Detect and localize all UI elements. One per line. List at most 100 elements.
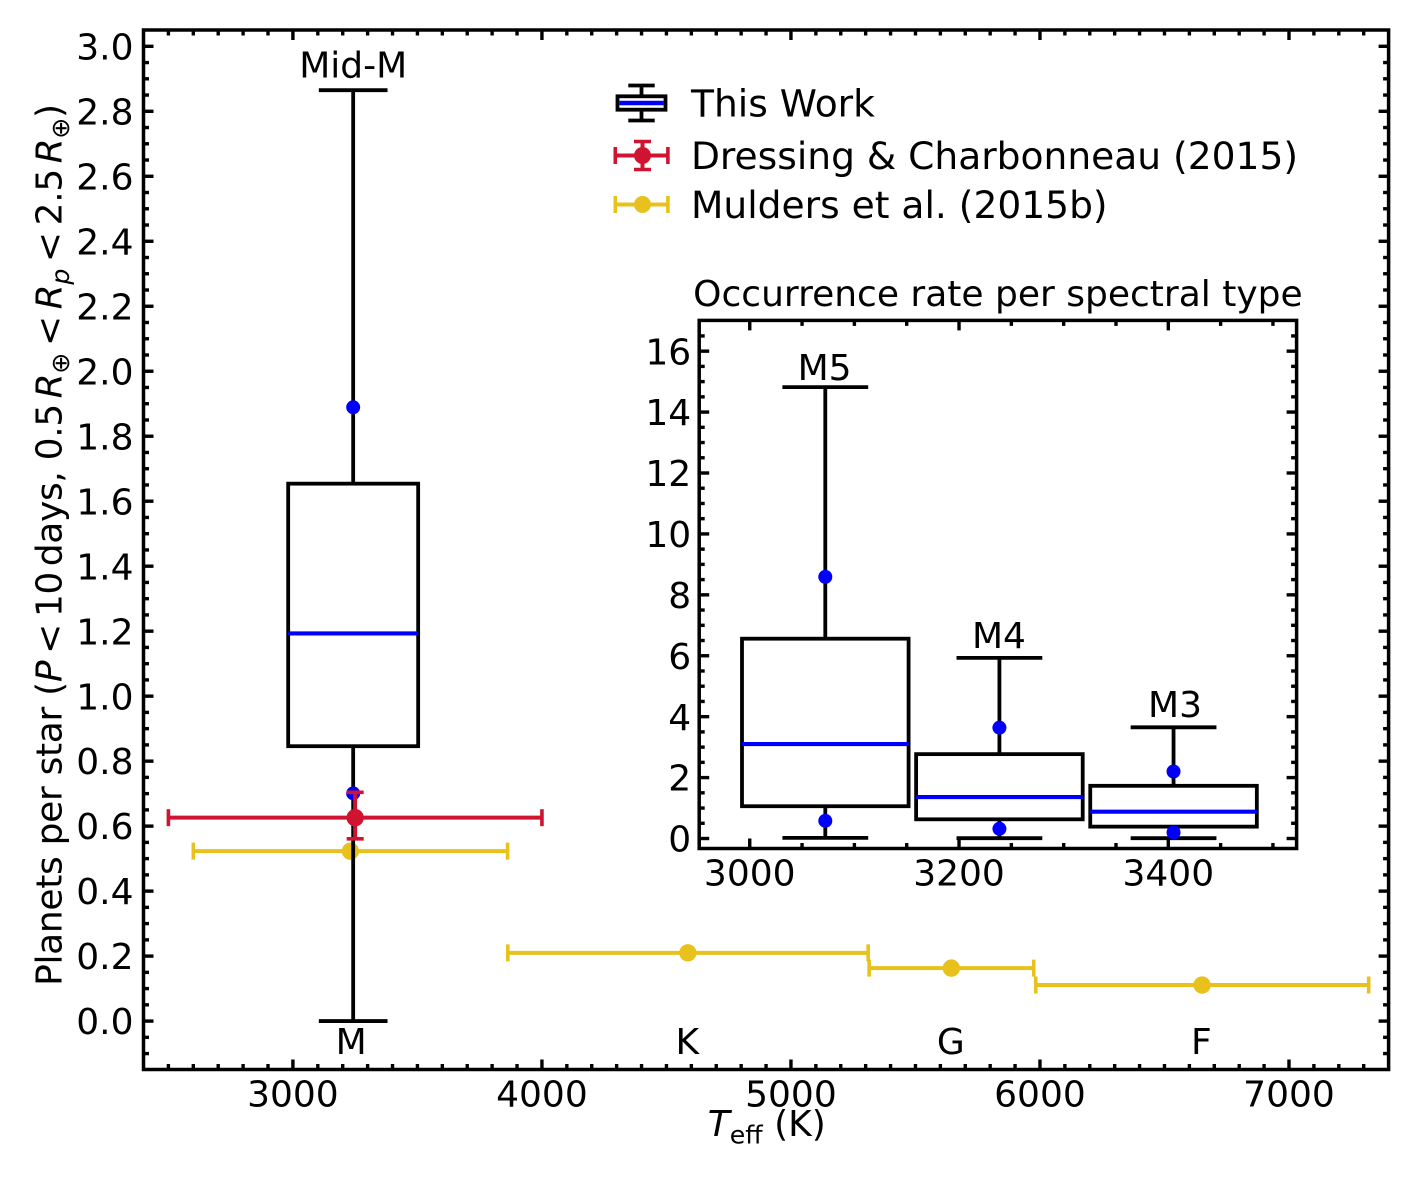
y-tick-label: 0.0 bbox=[76, 1002, 133, 1043]
x-tick-label: 3000 bbox=[247, 1075, 339, 1116]
label-part: ⊕ bbox=[46, 353, 75, 374]
y-tick-label: 6 bbox=[668, 637, 691, 678]
label-part: < bbox=[30, 309, 71, 353]
legend-point bbox=[634, 196, 651, 213]
label-part: p bbox=[46, 269, 75, 286]
label-part: eff bbox=[730, 1121, 763, 1150]
data-point bbox=[346, 400, 361, 415]
data-point bbox=[818, 569, 833, 584]
x-axis-label: Teff (K) bbox=[708, 1104, 826, 1150]
y-tick-label: 1.8 bbox=[76, 417, 133, 458]
ticks bbox=[143, 30, 1389, 1070]
box-rect bbox=[1088, 783, 1259, 829]
errorbar-series bbox=[166, 790, 544, 841]
errorbar-point bbox=[942, 959, 961, 977]
label-part: < 10 days, 0.5 bbox=[30, 398, 71, 661]
inset-title: Occurrence rate per spectral type bbox=[693, 274, 1302, 315]
y-tick-label: 0.2 bbox=[76, 937, 133, 978]
legend-item-this-work: This Work bbox=[615, 82, 875, 126]
main-data: Mid-M M K G F bbox=[166, 45, 1371, 1063]
y-tick-label: 10 bbox=[645, 515, 691, 556]
data-point bbox=[1166, 764, 1181, 779]
box-m5 bbox=[740, 385, 911, 840]
box-rect bbox=[914, 752, 1085, 822]
y-tick-label: 1.0 bbox=[76, 677, 133, 718]
box-label: M5 bbox=[798, 348, 852, 389]
x-tick-label: 3400 bbox=[1122, 854, 1214, 895]
label-part: R bbox=[30, 373, 71, 398]
label-part: < 2.5 bbox=[30, 163, 71, 269]
x-tick-label: 7000 bbox=[1243, 1075, 1335, 1116]
tick-labels: 3000 4000 5000 6000 7000 0.0 0.2 0.4 0.6 0.8 1.0 1.… bbox=[76, 27, 1335, 1115]
label-part: ) bbox=[30, 104, 71, 118]
box-mid-m bbox=[286, 88, 421, 1023]
label-part: R bbox=[30, 284, 71, 309]
box-m3 bbox=[1088, 725, 1259, 841]
spectral-type-label: F bbox=[1191, 1022, 1212, 1063]
label-part: (K) bbox=[763, 1104, 826, 1145]
data-point bbox=[818, 813, 833, 828]
y-tick-label: 14 bbox=[645, 393, 691, 434]
y-tick-label: 1.2 bbox=[76, 612, 133, 653]
y-tick-label: 8 bbox=[668, 576, 691, 617]
spectral-type-label: K bbox=[676, 1022, 701, 1063]
x-tick-label: 4000 bbox=[496, 1075, 588, 1116]
y-tick-label: 0.4 bbox=[76, 872, 133, 913]
errorbar-point bbox=[1193, 976, 1211, 994]
y-tick-label: 0.6 bbox=[76, 807, 133, 848]
y-tick-label: 4 bbox=[668, 698, 691, 739]
y-tick-label: 3.0 bbox=[76, 27, 133, 68]
y-tick-label: 0 bbox=[668, 820, 691, 861]
main-axes: 3000 4000 5000 6000 7000 0.0 0.2 0.4 0.6 0.8 1.0 1.… bbox=[30, 27, 1391, 1150]
legend-label: Mulders et al. (2015b) bbox=[691, 183, 1108, 227]
label-part: Planets per star ( bbox=[30, 682, 71, 986]
x-tick-label: 5000 bbox=[745, 1075, 837, 1116]
data-point bbox=[1166, 825, 1181, 840]
y-tick-label: 2 bbox=[668, 759, 691, 800]
x-tick-label: 3200 bbox=[913, 854, 1005, 895]
inset-data: M5 M4 M3 bbox=[740, 348, 1259, 841]
ticks bbox=[699, 320, 1297, 849]
axes-spines bbox=[697, 318, 1299, 851]
label-part: R bbox=[30, 138, 71, 163]
label-part: ⊕ bbox=[46, 118, 75, 139]
y-tick-label: 0.8 bbox=[76, 742, 133, 783]
legend-label: This Work bbox=[690, 82, 875, 126]
spectral-type-label: M bbox=[336, 1022, 367, 1063]
spectral-type-label: G bbox=[937, 1022, 965, 1063]
box-label: M4 bbox=[972, 616, 1026, 657]
errorbar-point bbox=[346, 808, 364, 827]
y-tick-label: 2.8 bbox=[76, 92, 133, 133]
legend-point bbox=[634, 147, 651, 164]
label-part: P bbox=[30, 660, 71, 682]
y-tick-label: 2.2 bbox=[76, 287, 133, 328]
tick-labels: 3000 3200 3400 0 2 4 6 8 10 12 14 16 bbox=[645, 332, 1214, 894]
box-rect bbox=[740, 636, 911, 809]
data-point bbox=[992, 821, 1007, 836]
box-label: M3 bbox=[1148, 685, 1202, 726]
box-m4 bbox=[914, 655, 1085, 841]
x-tick-label: 6000 bbox=[994, 1075, 1086, 1116]
y-tick-label: 2.4 bbox=[76, 222, 133, 263]
y-axis-label: Planets per star (P < 10 days, 0.5 R⊕ < … bbox=[30, 104, 76, 986]
legend: This Work Dressing & Charbonneau (2015) Mu… bbox=[613, 82, 1298, 227]
errorbar-point bbox=[679, 944, 697, 962]
data-point bbox=[992, 720, 1007, 735]
y-tick-label: 1.6 bbox=[76, 482, 133, 523]
legend-item-dressing-charbonneau: Dressing & Charbonneau (2015) bbox=[613, 134, 1298, 178]
label-part: T bbox=[708, 1104, 733, 1145]
box-rect bbox=[286, 481, 421, 749]
x-tick-label: 3000 bbox=[704, 854, 796, 895]
y-tick-label: 2.0 bbox=[76, 352, 133, 393]
errorbar-point bbox=[341, 842, 360, 860]
y-tick-label: 16 bbox=[645, 332, 691, 373]
y-tick-label: 12 bbox=[645, 454, 691, 495]
box-label: Mid-M bbox=[299, 45, 407, 86]
legend-label: Dressing & Charbonneau (2015) bbox=[691, 134, 1298, 178]
legend-item-mulders: Mulders et al. (2015b) bbox=[613, 183, 1108, 227]
y-tick-label: 1.4 bbox=[76, 547, 133, 588]
y-tick-label: 2.6 bbox=[76, 157, 133, 198]
